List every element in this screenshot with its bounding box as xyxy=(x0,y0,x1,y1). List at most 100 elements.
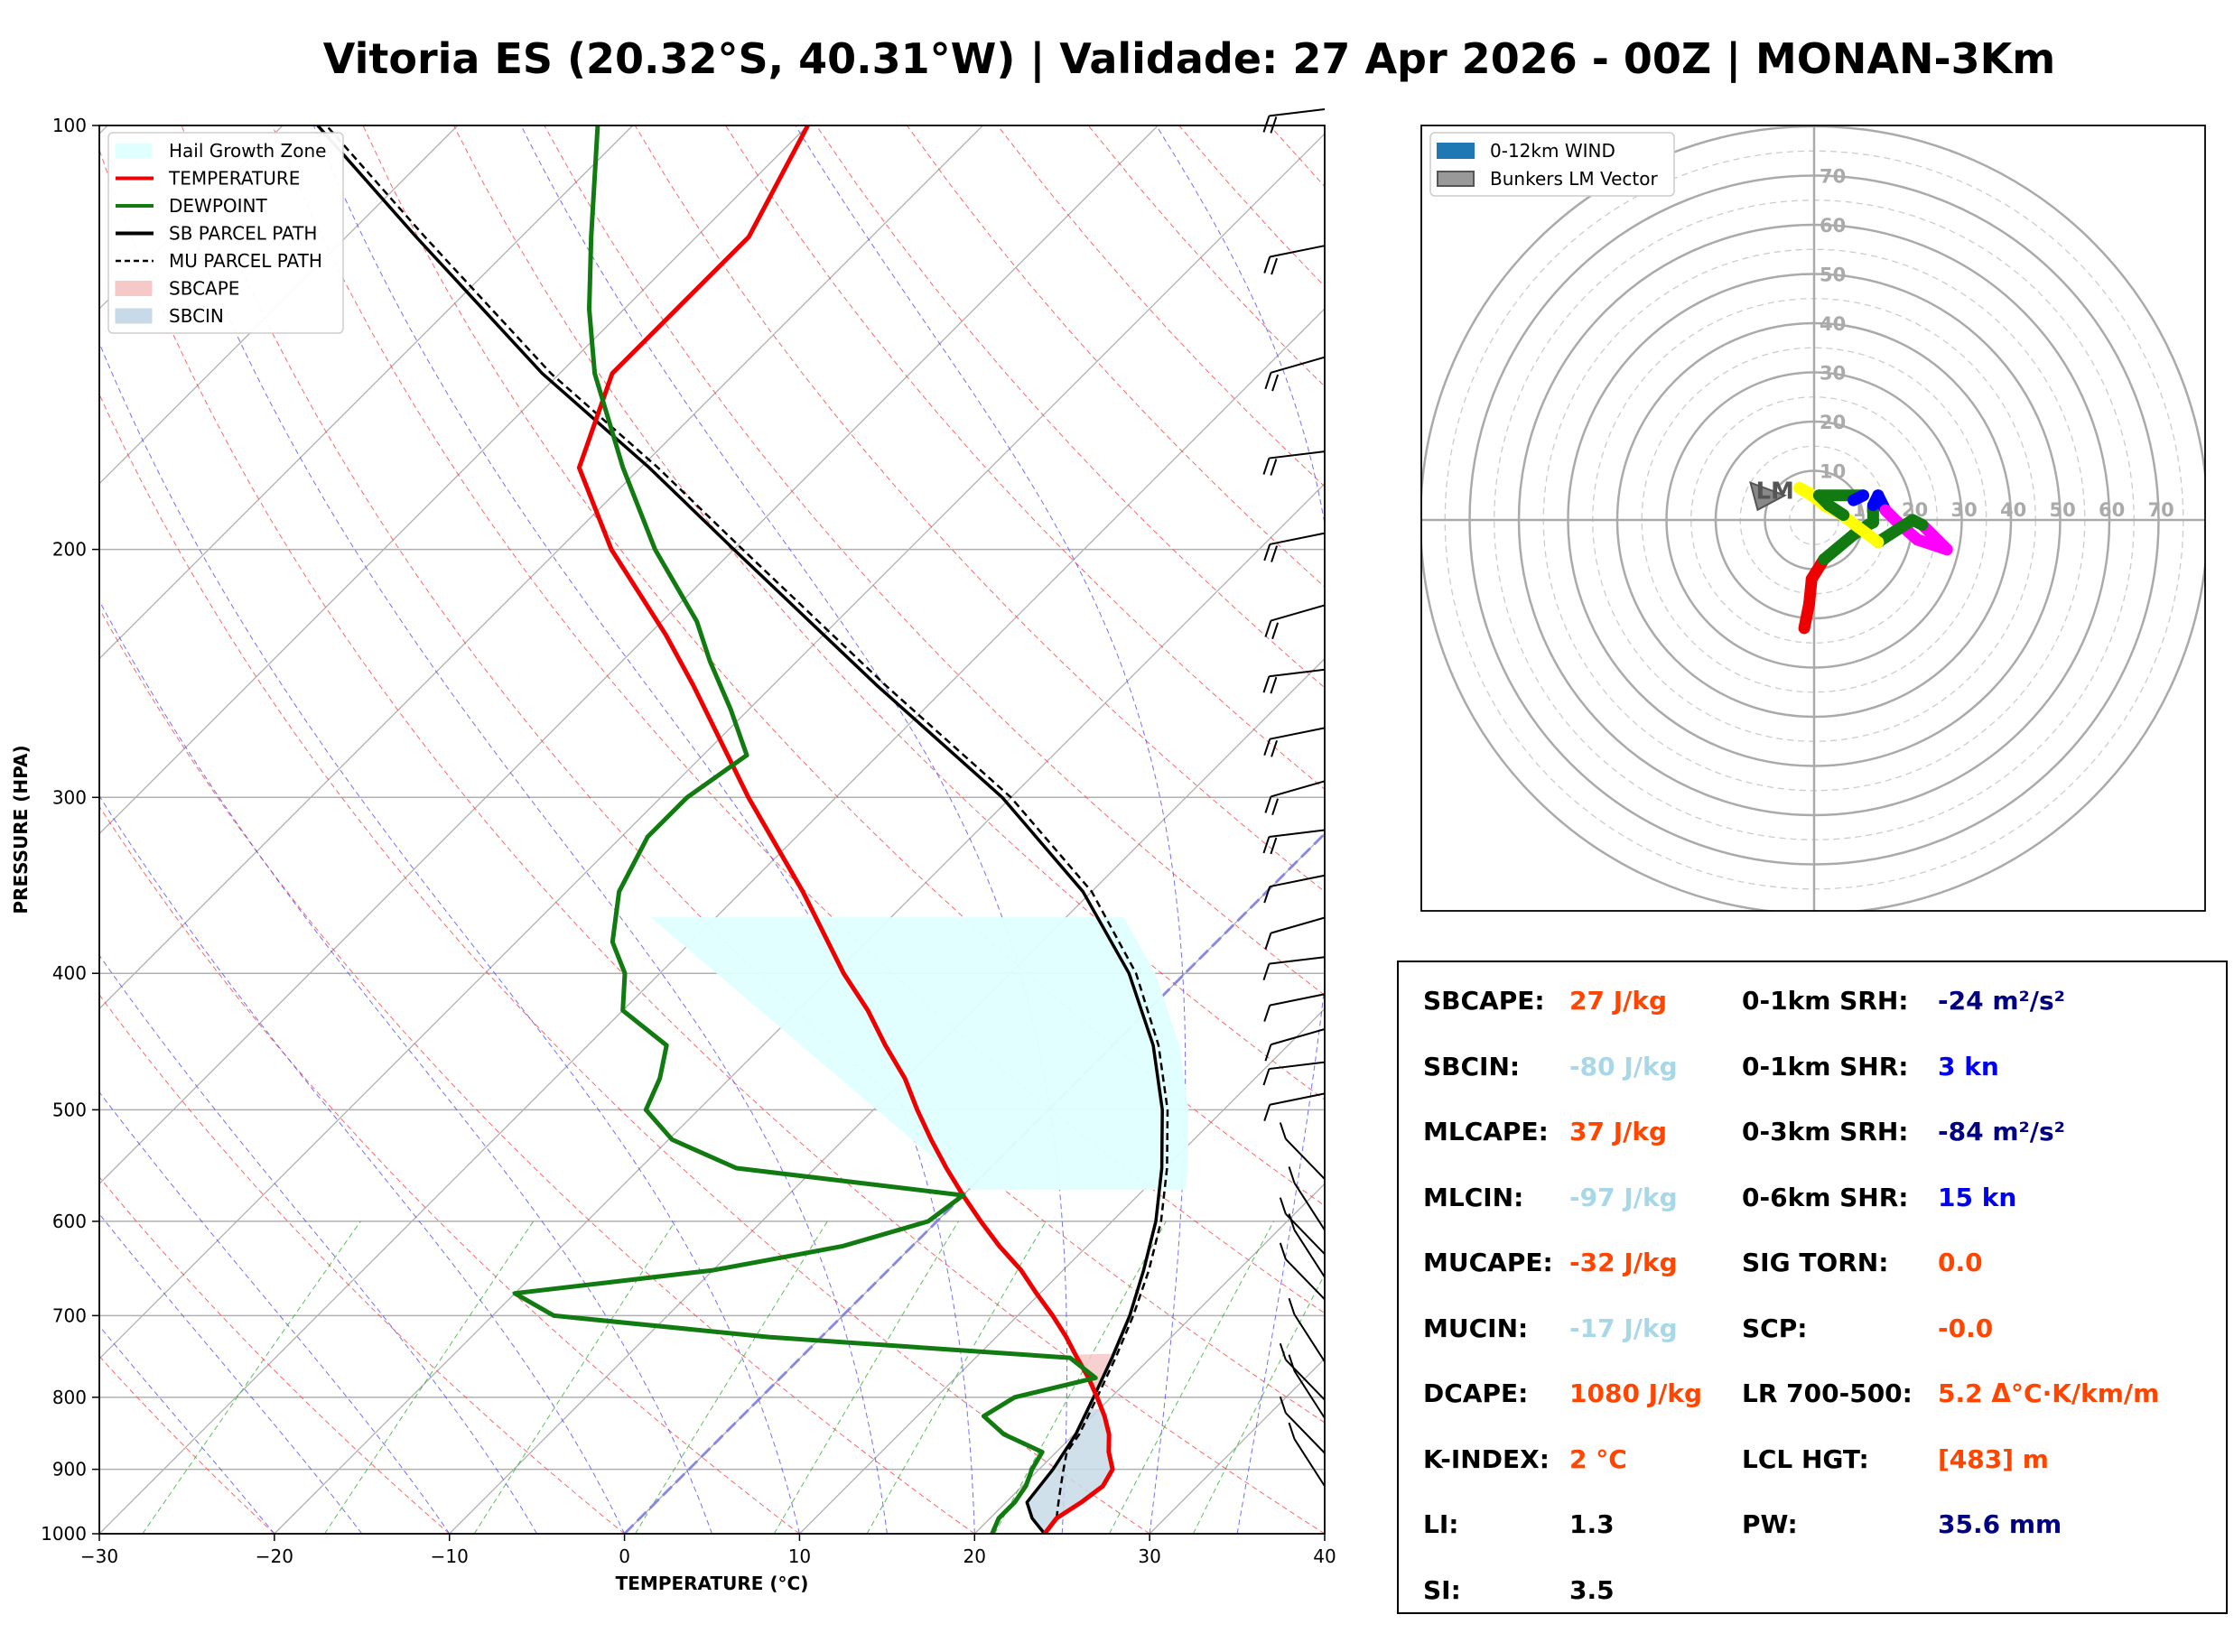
wind-barb-flag xyxy=(1288,1422,1296,1440)
wind-barb-flag xyxy=(1279,1396,1287,1414)
dry-adiabat xyxy=(544,125,1325,997)
mixing-ratio-line xyxy=(1192,1273,1325,1534)
wind-barb-staff xyxy=(1285,1359,1326,1401)
index-label: PW: xyxy=(1742,1509,1798,1539)
wind-barb-staff xyxy=(1293,1313,1326,1362)
legend-label: SBCAPE xyxy=(169,278,239,300)
moist-adiabat xyxy=(312,125,975,1534)
y-tick-label: 100 xyxy=(52,115,87,136)
wind-barb-flag xyxy=(1271,257,1279,275)
wind-barb-flag xyxy=(1288,1166,1296,1183)
wind-barb-flag xyxy=(1264,620,1272,637)
wind-barb-staff xyxy=(1271,916,1326,934)
x-tick-label: −20 xyxy=(256,1545,293,1567)
dry-adiabat xyxy=(99,608,975,1534)
wind-barb-flag xyxy=(1264,372,1272,390)
wind-barb-flag xyxy=(1279,1242,1287,1260)
wind-barb-staff xyxy=(1269,450,1326,459)
y-tick-label: 400 xyxy=(52,962,87,984)
isotherm-line xyxy=(274,482,1325,1534)
dry-adiabat xyxy=(99,148,1325,1534)
y-tick-label: 1000 xyxy=(41,1523,87,1545)
index-value: 5.2 Δ°C·K/km/m xyxy=(1938,1378,2160,1408)
index-value: [483] m xyxy=(1938,1443,2049,1474)
wind-barb-flag xyxy=(1270,116,1278,134)
mixing-ratio-line xyxy=(324,1220,535,1534)
index-label: 0-3km SRH: xyxy=(1742,1117,1909,1146)
index-value: 35.6 mm xyxy=(1938,1509,2062,1539)
skewt-legend: Hail Growth Zone TEMPERATURE DEWPOINT SB PA… xyxy=(107,132,344,334)
wind-barb-flag xyxy=(1288,1354,1296,1372)
index-label: MUCIN: xyxy=(1423,1313,1529,1343)
wind-barb-staff xyxy=(1271,780,1326,798)
moist-adiabat xyxy=(99,954,538,1534)
mixing-ratio-line xyxy=(866,1220,1047,1534)
index-value: -24 m²/s² xyxy=(1938,986,2065,1016)
wind-barbs xyxy=(1262,108,1326,1487)
wind-barb-flag xyxy=(1279,1122,1287,1139)
isotherm-line xyxy=(798,1007,1325,1534)
x-tick-label: −10 xyxy=(431,1545,469,1567)
index-label: SI: xyxy=(1423,1574,1461,1605)
legend-label: SB PARCEL PATH xyxy=(169,223,317,245)
index-label: SCP: xyxy=(1742,1313,1808,1343)
legend-label: MU PARCEL PATH xyxy=(169,250,322,272)
index-label: LR 700-500: xyxy=(1742,1378,1913,1408)
wind-barb-flag xyxy=(1263,256,1271,274)
sbcin-fill xyxy=(1027,1408,1113,1534)
wind-barb-staff xyxy=(1271,604,1326,622)
wind-barb-flag xyxy=(1270,676,1278,694)
mixing-ratio-line xyxy=(1109,1220,1275,1534)
freezing-isotherm xyxy=(623,831,1325,1534)
wind-barb-staff xyxy=(1285,1258,1326,1301)
wind-barb-staff xyxy=(1271,1028,1326,1046)
legend-label: Hail Growth Zone xyxy=(169,140,326,162)
moist-adiabat xyxy=(99,794,626,1534)
index-value: 15 kn xyxy=(1938,1182,2017,1212)
wind-barb-flag xyxy=(1263,1005,1271,1022)
dry-adiabat xyxy=(99,994,625,1534)
wind-barb-flag xyxy=(1262,836,1271,854)
hail-growth-zone xyxy=(650,917,1189,1191)
isotherm-line xyxy=(449,657,1325,1534)
isotherm-line xyxy=(973,1183,1325,1534)
isotherm-line xyxy=(99,133,1325,1360)
mixing-ratio-line xyxy=(635,1220,828,1534)
index-value: 37 J/kg xyxy=(1569,1117,1668,1146)
wind-barb-flag xyxy=(1264,796,1272,813)
moist-adiabat xyxy=(193,237,888,1534)
legend-label: DEWPOINT xyxy=(169,195,267,217)
index-value: 0.0 xyxy=(1938,1248,1983,1277)
x-tick-label: −30 xyxy=(80,1545,118,1567)
wind-barb-staff xyxy=(1285,1412,1326,1454)
wind-barb-flag xyxy=(1262,1068,1271,1086)
x-tick-label: 40 xyxy=(1313,1545,1336,1567)
isotherm-line xyxy=(99,125,634,660)
y-tick-label: 500 xyxy=(52,1099,87,1120)
wind-barb-staff xyxy=(1270,727,1326,740)
index-label: 0-6km SHR: xyxy=(1742,1182,1909,1212)
wind-barb-staff xyxy=(1270,245,1326,258)
wind-barb-flag xyxy=(1288,1213,1296,1230)
wind-barb-staff xyxy=(1293,1182,1326,1231)
skewt-plot-area xyxy=(99,125,1325,1534)
wind-barb-flag xyxy=(1271,545,1279,562)
y-axis-label: PRESSURE (HPA) xyxy=(10,745,32,914)
wind-barb-staff xyxy=(1269,829,1326,838)
index-label: DCAPE: xyxy=(1423,1378,1529,1408)
y-tick-label: 200 xyxy=(52,539,87,561)
index-label: SBCIN: xyxy=(1423,1051,1521,1081)
legend-swatch xyxy=(115,308,153,324)
index-label: MLCIN: xyxy=(1423,1182,1524,1212)
y-tick-label: 600 xyxy=(52,1211,87,1232)
index-value: -84 m²/s² xyxy=(1938,1117,2065,1146)
x-tick-label: 20 xyxy=(963,1545,986,1567)
wind-barb-staff xyxy=(1285,1137,1326,1180)
x-tick-label: 30 xyxy=(1138,1545,1160,1567)
wind-barb-staff xyxy=(1270,874,1326,888)
wind-barb-staff xyxy=(1271,356,1326,374)
legend-swatch xyxy=(115,281,153,296)
temperature-line xyxy=(576,125,1115,1534)
dry-adiabat xyxy=(815,125,1325,689)
y-tick-label: 900 xyxy=(52,1459,87,1480)
